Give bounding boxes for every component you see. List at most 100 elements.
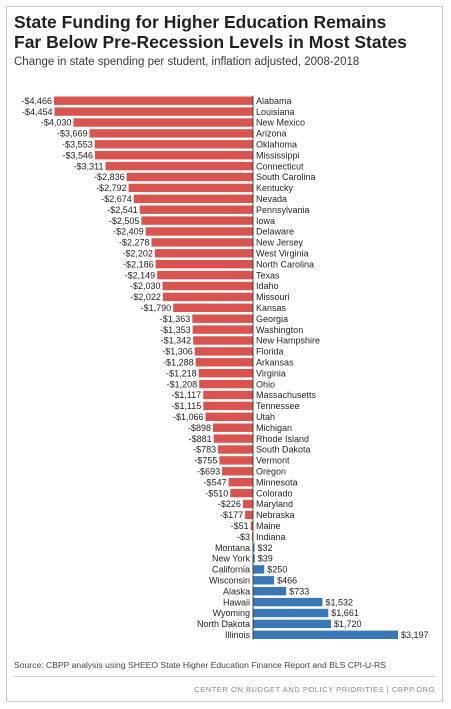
- category-label-nebraska: Nebraska: [256, 510, 295, 520]
- value-label-oklahoma: -$3,553: [62, 140, 93, 150]
- bar-california: [253, 565, 265, 574]
- value-label-georgia: -$1,363: [160, 314, 191, 324]
- bar-wyoming: [253, 608, 329, 618]
- category-label-montana: Montana: [215, 543, 250, 553]
- bar-wisconsin: [253, 576, 275, 585]
- category-label-arkansas: Arkansas: [256, 358, 294, 368]
- chart-title-line-1: State Funding for Higher Education Remai…: [14, 12, 387, 32]
- value-label-wyoming: $1,661: [331, 608, 359, 618]
- value-label-kentucky: -$2,792: [96, 183, 127, 193]
- value-label-new-jersey: -$2,278: [119, 238, 150, 248]
- bar-virginia: [198, 369, 253, 378]
- value-label-wisconsin: $466: [277, 576, 297, 586]
- bar-missouri: [162, 292, 253, 302]
- bar-montana: [253, 543, 255, 552]
- value-label-alaska: $733: [289, 586, 309, 596]
- value-label-washington: -$1,353: [160, 325, 191, 335]
- org-credit: CENTER ON BUDGET AND POLICY PRIORITIES |…: [194, 685, 435, 694]
- category-label-tennessee: Tennessee: [256, 401, 300, 411]
- category-label-georgia: Georgia: [256, 314, 288, 324]
- bar-north-carolina: [155, 260, 253, 269]
- category-label-indiana: Indiana: [256, 532, 286, 542]
- value-label-new-york: $39: [258, 554, 273, 564]
- value-label-idaho: -$2,030: [130, 281, 161, 291]
- bar-rhode-island: [213, 434, 253, 443]
- bar-massachusetts: [203, 390, 253, 400]
- bar-alabama: [54, 96, 253, 105]
- bar-hawaii: [253, 597, 323, 607]
- bar-arizona: [89, 129, 253, 138]
- value-label-minnesota: -$547: [204, 477, 227, 487]
- value-label-indiana: -$3: [237, 532, 250, 542]
- bar-utah: [205, 412, 253, 421]
- bar-new-york: [253, 554, 255, 563]
- bar-washington: [192, 325, 253, 334]
- value-label-california: $250: [267, 565, 287, 575]
- bar-maine: [250, 521, 253, 530]
- value-label-alabama: -$4,466: [21, 96, 52, 106]
- value-label-virginia: -$1,218: [166, 368, 197, 378]
- category-label-iowa: Iowa: [256, 216, 275, 226]
- category-label-utah: Utah: [256, 412, 275, 422]
- value-label-missouri: -$2,022: [130, 292, 161, 302]
- value-label-rhode-island: -$881: [189, 434, 212, 444]
- category-label-south-carolina: South Carolina: [256, 172, 316, 182]
- category-label-illinois: Illinois: [225, 630, 251, 640]
- category-label-minnesota: Minnesota: [256, 477, 298, 487]
- bar-south-carolina: [126, 172, 253, 182]
- category-label-north-dakota: North Dakota: [197, 619, 250, 629]
- value-label-vermont: -$755: [194, 456, 217, 466]
- category-label-new-mexico: New Mexico: [256, 118, 305, 128]
- category-label-mississippi: Mississippi: [256, 150, 300, 160]
- value-label-arizona: -$3,669: [57, 129, 88, 139]
- bar-mississippi: [95, 151, 253, 160]
- value-label-louisiana: -$4,454: [22, 107, 53, 117]
- value-label-south-dakota: -$783: [193, 445, 216, 455]
- chart-title: State Funding for Higher Education Remai…: [14, 12, 439, 52]
- category-label-kansas: Kansas: [256, 303, 287, 313]
- category-label-virginia: Virginia: [256, 368, 286, 378]
- category-label-rhode-island: Rhode Island: [256, 434, 309, 444]
- bar-idaho: [162, 281, 253, 291]
- category-label-hawaii: Hawaii: [223, 597, 250, 607]
- bar-oregon: [222, 467, 253, 476]
- value-label-maryland: -$226: [218, 499, 241, 509]
- bar-new-hampshire: [193, 336, 253, 345]
- bar-texas: [157, 270, 253, 280]
- bar-colorado: [230, 488, 253, 498]
- category-label-north-carolina: North Carolina: [256, 259, 314, 269]
- value-label-utah: -$1,066: [173, 412, 204, 422]
- category-label-maryland: Maryland: [256, 499, 293, 509]
- bar-iowa: [141, 216, 253, 225]
- category-label-ohio: Ohio: [256, 379, 275, 389]
- category-label-massachusetts: Massachusetts: [256, 390, 317, 400]
- bar-florida: [194, 347, 253, 356]
- category-label-pennsylvania: Pennsylvania: [256, 205, 310, 215]
- bar-north-dakota: [253, 619, 331, 629]
- category-label-california: California: [212, 565, 250, 575]
- bar-oklahoma: [94, 140, 253, 149]
- value-label-north-carolina: -$2,186: [123, 259, 154, 269]
- value-label-kansas: -$1,790: [141, 303, 172, 313]
- bar-south-dakota: [218, 445, 253, 454]
- value-label-florida: -$1,306: [162, 347, 193, 357]
- bar-illinois: [253, 630, 398, 639]
- category-label-delaware: Delaware: [256, 227, 294, 237]
- bar-pennsylvania: [139, 205, 253, 214]
- category-label-alabama: Alabama: [256, 96, 292, 106]
- category-label-wisconsin: Wisconsin: [209, 576, 250, 586]
- value-label-mississippi: -$3,546: [62, 150, 93, 160]
- bar-kansas: [173, 303, 253, 312]
- category-label-wyoming: Wyoming: [213, 608, 250, 618]
- category-label-west-virginia: West Virginia: [256, 249, 309, 259]
- value-label-oregon: -$693: [197, 467, 220, 477]
- bar-kentucky: [128, 183, 253, 193]
- chart-subtitle: Change in state spending per student, in…: [14, 56, 360, 68]
- source-note: Source: CBPP analysis using SHEEO State …: [14, 660, 386, 670]
- value-label-texas: -$2,149: [125, 270, 156, 280]
- category-label-idaho: Idaho: [256, 281, 279, 291]
- bar-alaska: [253, 587, 287, 596]
- value-label-iowa: -$2,505: [109, 216, 140, 226]
- bar-new-jersey: [151, 238, 253, 247]
